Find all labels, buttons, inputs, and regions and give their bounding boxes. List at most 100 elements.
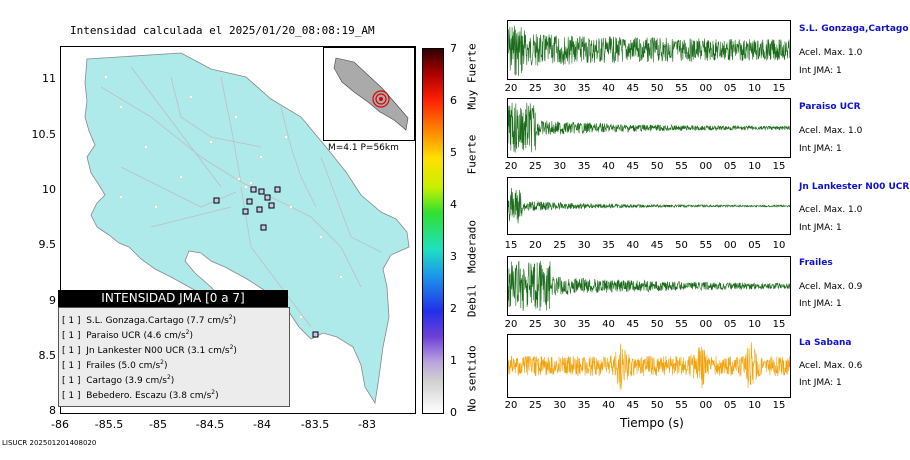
station-acel: Acel. Max. 0.9 <box>799 282 863 292</box>
colorbar-tick: 3 <box>450 250 457 263</box>
inset-map <box>324 48 414 140</box>
waveform-x-tick: 55 <box>675 161 688 172</box>
map-x-tick: -85 <box>149 418 167 431</box>
waveform-x-tick: 50 <box>650 400 664 411</box>
legend-text: Jn Lankester N00 UCR (3.1 cm/s <box>86 346 230 356</box>
waveform-x-tick: 20 <box>504 83 518 94</box>
colorbar-tick: 4 <box>450 198 457 211</box>
waveform-x-tick: 00 <box>723 240 737 251</box>
legend-title: INTENSIDAD JMA [0 a 7] <box>58 290 288 307</box>
waveform-x-ticks: 20 25 30 35 40 45 50 55 00 05 10 15 <box>505 83 789 95</box>
waveform-x-ticks: 20 25 30 35 40 45 50 55 00 05 10 15 <box>505 319 789 331</box>
waveform-x-label: Tiempo (s) <box>620 416 684 430</box>
map-y-tick: 10.5 <box>31 128 57 141</box>
map-x-tick: -85.5 <box>94 418 124 431</box>
legend-close: ) <box>164 361 168 371</box>
legend-row: [ 1 ] Paraiso UCR (4.6 cm/s2) <box>62 329 193 341</box>
legend-text: Cartago (3.9 cm/s <box>86 376 167 386</box>
waveform-trace <box>508 102 790 153</box>
legend-close: ) <box>170 376 175 386</box>
legend-text: Bebedero. Escazu (3.8 cm/s <box>86 391 212 401</box>
waveform-x-tick: 50 <box>650 161 664 172</box>
waveform-x-tick: 45 <box>650 240 664 251</box>
colorbar-label: Debil <box>465 283 479 318</box>
waveform-panel <box>507 334 791 398</box>
legend-level: [ 1 ] <box>62 391 81 401</box>
legend-row: [ 1 ] S.L. Gonzaga.Cartago (7.7 cm/s2) <box>62 314 236 326</box>
waveform-x-tick: 05 <box>748 240 761 251</box>
legend-unit-exp: 2 <box>160 359 164 366</box>
waveform-x-tick: 25 <box>553 240 567 251</box>
waveform-x-tick: 45 <box>626 161 640 172</box>
map-y-tick: 11 <box>42 72 56 85</box>
waveform-x-ticks: 20 25 30 35 40 45 50 55 00 05 10 15 <box>505 400 789 412</box>
waveform-x-tick: 30 <box>553 319 567 330</box>
station-name: Jn Lankester N00 UCR <box>799 182 910 192</box>
map-y-tick: 9.5 <box>38 238 57 251</box>
colorbar-label: Muy Fuerte <box>465 43 479 110</box>
waveform-x-tick: 40 <box>626 240 640 251</box>
waveform-x-tick: 00 <box>699 83 713 94</box>
waveform-x-tick: 30 <box>553 83 567 94</box>
station-acel: Acel. Max. 1.0 <box>799 205 863 215</box>
station-int: Int JMA: 1 <box>799 378 842 388</box>
waveform-x-tick: 05 <box>723 400 737 411</box>
waveform-x-tick: 30 <box>553 400 567 411</box>
legend-level: [ 1 ] <box>62 361 81 371</box>
map-x-tick: -83 <box>358 418 376 431</box>
station-int: Int JMA: 1 <box>799 223 842 233</box>
waveform-x-tick: 00 <box>699 319 713 330</box>
legend-unit-exp: 2 <box>185 329 190 336</box>
map-x-tick: -86 <box>51 418 69 431</box>
waveform-x-tick: 20 <box>504 400 518 411</box>
waveform-x-tick: 30 <box>553 161 567 172</box>
waveform-x-tick: 05 <box>723 319 737 330</box>
waveform-x-tick: 50 <box>675 240 688 251</box>
waveform-x-tick: 40 <box>602 83 615 94</box>
map-x-tick: -83.5 <box>300 418 330 431</box>
station-acel: Acel. Max. 0.6 <box>799 361 863 371</box>
legend-close: ) <box>215 391 219 401</box>
colorbar-tick: 5 <box>450 146 457 159</box>
waveform-x-tick: 35 <box>577 83 591 94</box>
waveform-x-tick: 15 <box>772 83 786 94</box>
page-title: Intensidad calculada el 2025/01/20_08:08… <box>70 24 375 37</box>
station-name: Paraiso UCR <box>799 102 861 112</box>
waveform-x-tick: 55 <box>675 319 688 330</box>
station-name: Frailes <box>799 258 833 268</box>
waveform-x-tick: 10 <box>748 400 761 411</box>
map-x-tick: -84 <box>253 418 271 431</box>
waveform-x-tick: 35 <box>602 240 615 251</box>
colorbar-tick: 6 <box>450 94 457 107</box>
waveform-x-tick: 25 <box>528 83 542 94</box>
legend-close: ) <box>233 346 237 356</box>
epicenter-inset <box>323 47 415 141</box>
seismogram-line <box>508 102 790 153</box>
seismogram-line <box>508 342 790 390</box>
seismogram-line <box>508 260 790 311</box>
seismogram-line <box>508 25 790 77</box>
waveform-panel <box>507 98 791 158</box>
waveform-x-ticks: 20 25 30 35 40 45 50 55 00 05 10 15 <box>505 161 789 173</box>
waveform-x-tick: 25 <box>528 319 542 330</box>
waveform-x-tick: 55 <box>699 240 713 251</box>
waveform-trace <box>508 342 790 390</box>
map-y-tick: 8 <box>49 404 56 417</box>
waveform-x-tick: 20 <box>504 161 518 172</box>
waveform-panel <box>507 177 791 235</box>
legend-unit-exp: 2 <box>229 344 234 351</box>
waveform-x-tick: 50 <box>650 319 664 330</box>
waveform-x-tick: 15 <box>772 319 786 330</box>
seismogram-line <box>508 187 790 224</box>
waveform-x-tick: 15 <box>504 240 518 251</box>
station-acel: Acel. Max. 1.0 <box>799 48 863 58</box>
waveform-panel <box>507 256 791 316</box>
intensity-colorbar <box>422 48 444 414</box>
waveform-x-tick: 30 <box>577 240 591 251</box>
waveform-x-tick: 15 <box>772 161 786 172</box>
colorbar-tick: 1 <box>450 354 457 367</box>
legend-box: [ 1 ] S.L. Gonzaga.Cartago (7.7 cm/s2) [… <box>58 307 290 407</box>
legend-text: Paraiso UCR (4.6 cm/s <box>86 331 186 341</box>
waveform-x-tick: 00 <box>699 161 713 172</box>
colorbar-tick: 2 <box>450 302 457 315</box>
